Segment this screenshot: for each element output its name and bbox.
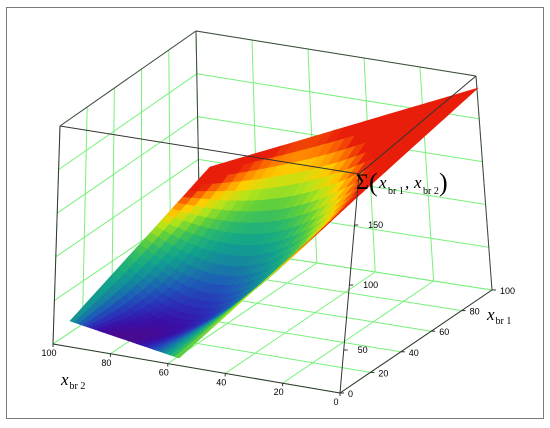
z-tick-label: 50 <box>358 345 368 355</box>
grid-line <box>111 87 115 305</box>
z-label-close-paren: ) <box>439 168 448 197</box>
box-edge <box>195 30 477 77</box>
chart-frame: 0 20 40 60 80 100 0 20 40 60 80 100 50 100 150 xbr 2 x… <box>6 7 544 419</box>
x1-tick-label: 60 <box>439 327 449 337</box>
x1-tick-label: 0 <box>348 389 353 399</box>
x1-tick-label: 40 <box>409 348 419 358</box>
x2-tick-label: 100 <box>41 348 56 358</box>
x2-tick-label: 80 <box>101 358 111 368</box>
grid-line <box>167 262 318 365</box>
grid-line <box>224 271 376 374</box>
z-label-sigma: Σ <box>356 169 369 194</box>
z-label-open-paren: ( <box>369 168 378 197</box>
z-label-sub1: br 1 <box>388 186 404 197</box>
grid-line <box>56 116 198 214</box>
x2-tick-label: 0 <box>333 397 338 407</box>
grid-line <box>282 280 434 384</box>
box-edge <box>59 30 197 127</box>
x1-tick-label: 80 <box>470 307 480 317</box>
box-edge <box>52 343 341 394</box>
tick-labels: 0 20 40 60 80 100 0 20 40 60 80 100 50 100 150 <box>41 220 515 407</box>
z-tick-label: 150 <box>368 220 383 230</box>
z-label-sub2: br 2 <box>423 186 439 197</box>
x1-tick-label: 100 <box>500 286 515 296</box>
front-box-edges <box>52 75 493 394</box>
z-axis-label: Σ ( x br 1 , x br 2 ) <box>356 168 448 197</box>
x2-tick-label: 60 <box>159 368 169 378</box>
box-edge <box>339 289 493 394</box>
x1-tick-label: 20 <box>378 368 388 378</box>
box-edge <box>358 75 477 175</box>
surface-mesh <box>69 87 479 359</box>
z-label-x2: x <box>413 173 422 192</box>
box-edge <box>52 125 61 345</box>
box-edge <box>59 125 360 175</box>
grid-line <box>81 106 88 325</box>
grid-line <box>58 73 198 171</box>
grid-line <box>55 158 199 258</box>
z-label-x1: x <box>378 173 387 192</box>
box-edge <box>475 75 493 291</box>
grid-line <box>419 66 435 282</box>
z-tick-label: 100 <box>363 280 378 290</box>
box-edge <box>339 173 360 394</box>
surface-facet <box>456 87 479 103</box>
x2-axis-label: xbr 2 <box>60 370 85 392</box>
x1-axis-label: xbr 1 <box>486 305 511 327</box>
x2-tick-label: 40 <box>216 377 226 387</box>
z-label-comma: , <box>405 173 409 192</box>
x2-tick-label: 20 <box>274 387 284 397</box>
